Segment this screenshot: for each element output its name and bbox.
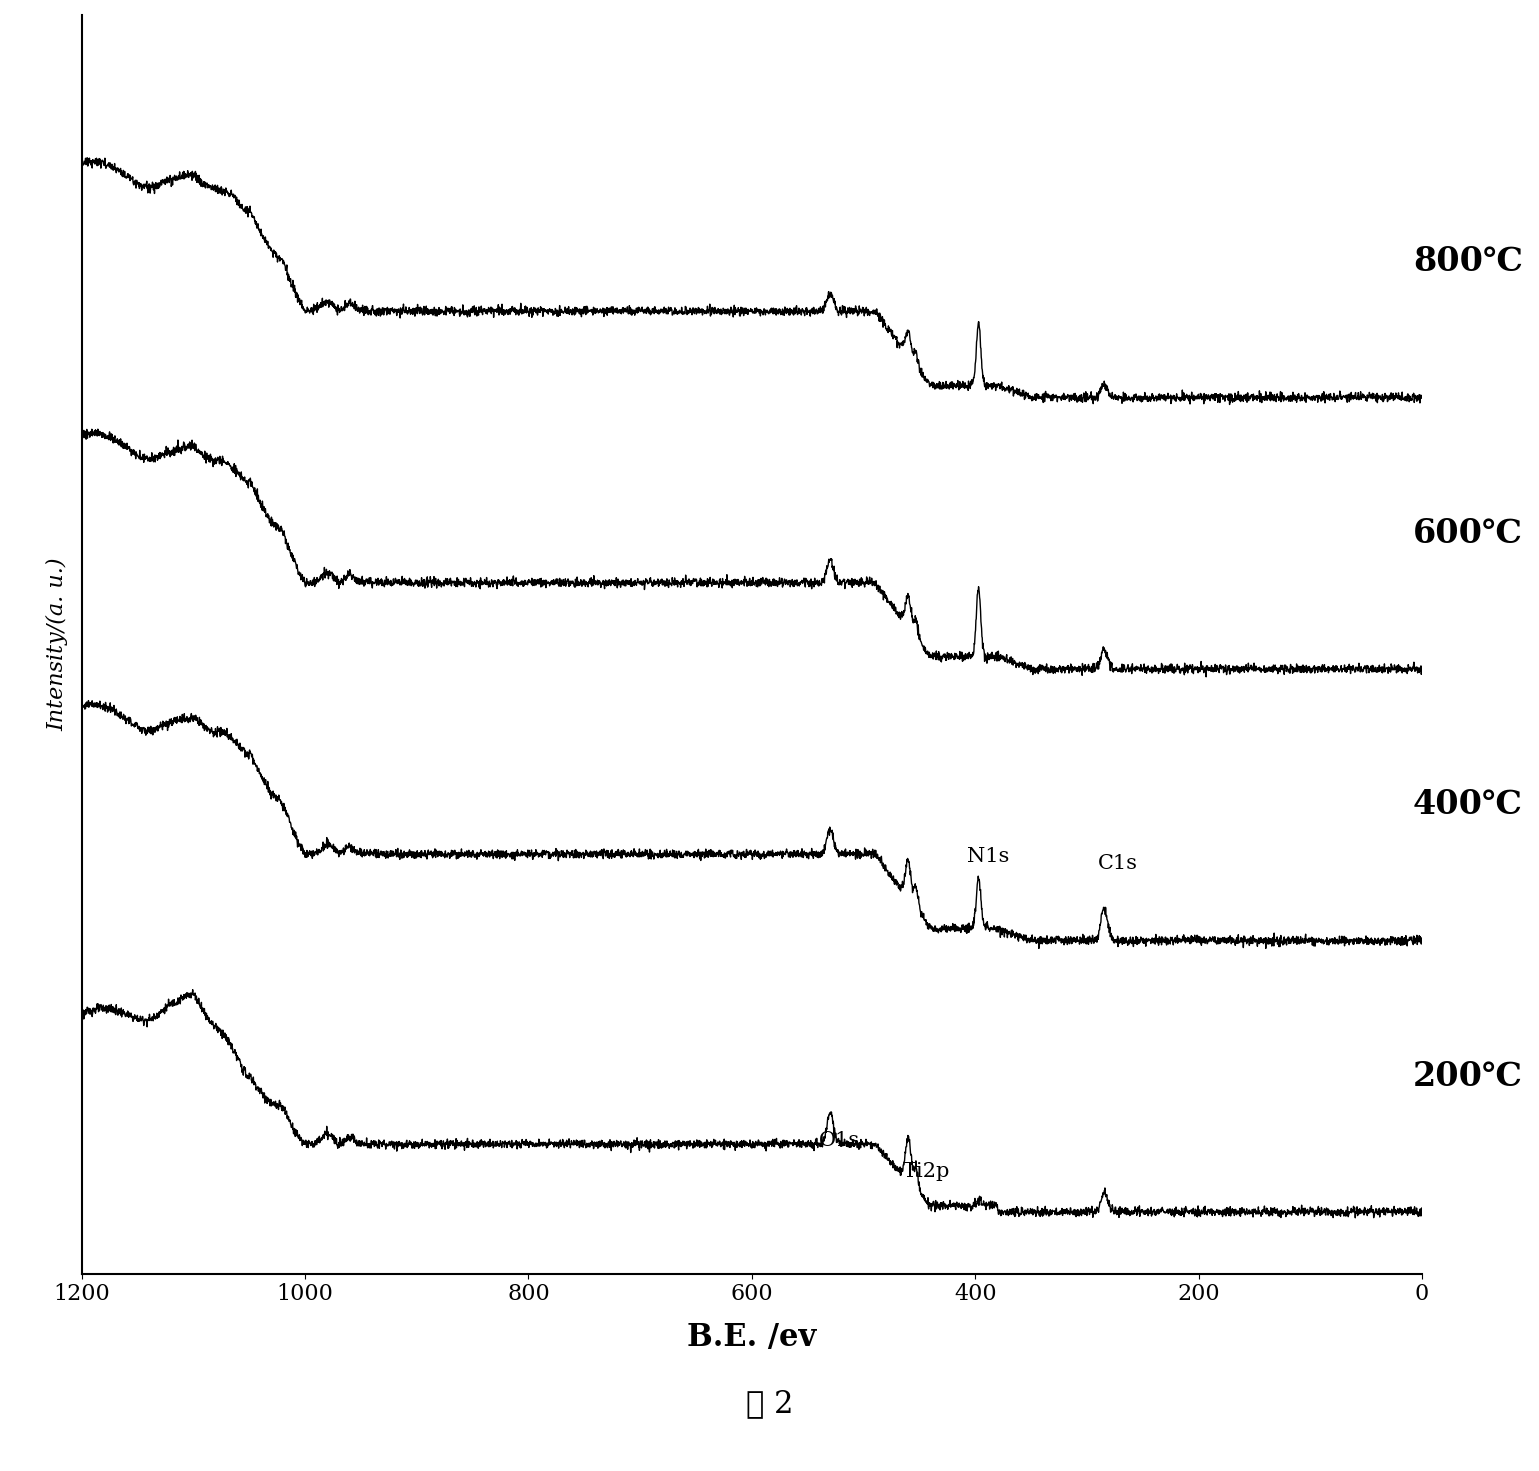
Text: N1s: N1s <box>968 847 1010 866</box>
Text: C1s: C1s <box>1097 853 1137 872</box>
Text: 图 2: 图 2 <box>746 1389 793 1420</box>
Text: 400℃: 400℃ <box>1413 788 1524 821</box>
Text: O1s: O1s <box>819 1131 860 1150</box>
Text: 600℃: 600℃ <box>1413 516 1524 550</box>
Text: 800℃: 800℃ <box>1413 246 1524 278</box>
X-axis label: B.E. /ev: B.E. /ev <box>688 1322 817 1353</box>
Y-axis label: Intensity/(a. u.): Intensity/(a. u.) <box>46 558 68 731</box>
Text: 200℃: 200℃ <box>1413 1059 1524 1093</box>
Text: Ti2p: Ti2p <box>903 1162 950 1181</box>
